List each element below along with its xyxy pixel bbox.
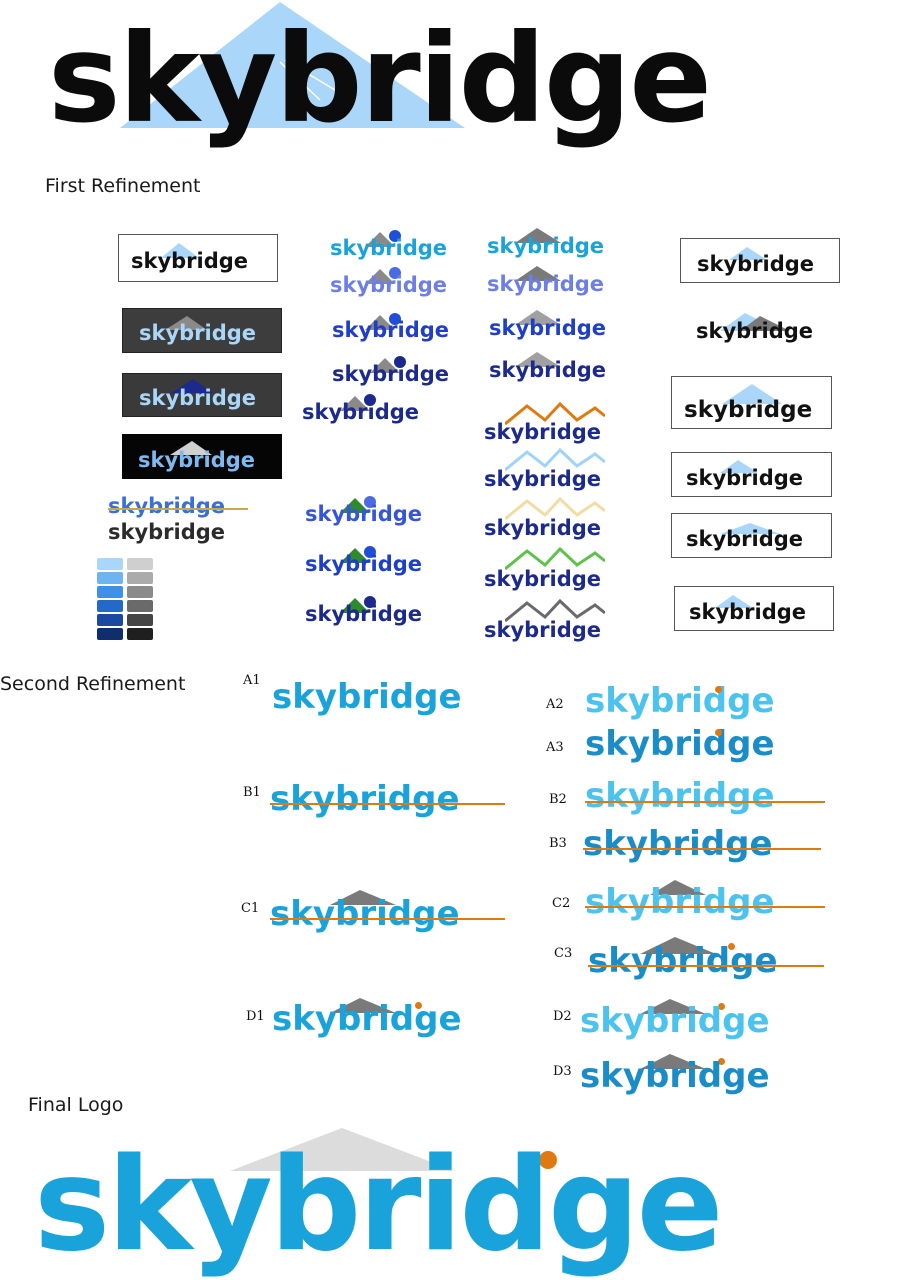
logo-variant-col3-grey: skybridge — [484, 620, 601, 641]
logo-variant-col4-plain: skybridge — [696, 321, 813, 342]
logo-variant-col3-green: skybridge — [484, 569, 601, 590]
logo-variant-col2-3: skybridge — [332, 320, 449, 341]
variant-label-c3: C3 — [554, 946, 572, 961]
orange-dot — [715, 686, 722, 693]
orange-bridge-line — [588, 965, 824, 967]
logo-variant-col4-box-1: skybridge — [680, 238, 840, 283]
logo-variant-col4-box-3: skybridge — [671, 452, 832, 497]
logo-variant-text: skybridge — [686, 468, 803, 489]
logo-variant-black: skybridge — [122, 434, 282, 479]
variant-c1-logo: skybridge — [270, 897, 460, 931]
logo-variant-split-2: skybridge — [108, 522, 225, 543]
variant-label-d2: D2 — [553, 1009, 572, 1024]
orange-bridge-line — [583, 848, 821, 850]
logo-variant-col2-4: skybridge — [332, 364, 449, 385]
variant-label-b3: B3 — [549, 836, 567, 851]
logo-variant-col2-2: skybridge — [330, 275, 447, 296]
variant-label-a1: A1 — [243, 673, 261, 688]
logo-variant-col4-box-2: skybridge — [671, 376, 832, 429]
logo-variant-col2-1: skybridge — [330, 238, 447, 259]
logo-variant-col4-box-5: skybridge — [674, 586, 834, 631]
logo-variant-text: skybridge — [131, 251, 248, 272]
logo-variant-text: skybridge — [686, 529, 803, 550]
variant-b2-logo: skybridge — [585, 779, 775, 813]
logo-variant-boxed: skybridge — [118, 234, 278, 282]
logo-variant-col4-box-4: skybridge — [671, 513, 832, 558]
final-logo-heading: Final Logo — [28, 1094, 123, 1116]
logo-variant-dark-1: skybridge — [122, 308, 282, 353]
logo-variant-dark-2: skybridge — [122, 373, 282, 417]
logo-variant-col3-cream: skybridge — [484, 518, 601, 539]
logo-variant-text: skybridge — [689, 602, 806, 623]
orange-bridge-line — [585, 801, 825, 803]
logo-variant-col2-green-3: skybridge — [305, 604, 422, 625]
variant-d3-logo: skybridge — [580, 1059, 770, 1093]
logo-variant-col3-3: skybridge — [489, 318, 606, 339]
logo-variant-col2-5: skybridge — [302, 402, 419, 423]
logo-variant-text: skybridge — [138, 450, 255, 471]
variant-d2-logo: skybridge — [580, 1004, 770, 1038]
variant-c2-logo: skybridge — [585, 885, 775, 919]
logo-variant-col2-green-2: skybridge — [305, 554, 422, 575]
first-refinement-heading: First Refinement — [45, 175, 200, 197]
variant-label-c2: C2 — [552, 896, 570, 911]
variant-b3-logo: skybridge — [583, 827, 773, 861]
logo-variant-text: skybridge — [684, 399, 812, 422]
variant-label-a3: A3 — [546, 740, 564, 755]
orange-bridge-line — [585, 906, 825, 908]
variant-a3-logo: skybridge — [585, 727, 775, 761]
logo-variant-col2-green-1: skybridge — [305, 504, 422, 525]
logo-variant-split-1: skybridge — [108, 496, 225, 517]
logo-variant-text: skybridge — [697, 254, 814, 275]
final-logo-wordmark: skybridge — [34, 1142, 720, 1270]
variant-a1-logo: skybridge — [272, 680, 462, 714]
orange-bridge-line — [270, 918, 505, 920]
variant-b1-logo: skybridge — [270, 782, 460, 816]
variant-d1-logo: skybridge — [272, 1002, 462, 1036]
variant-label-d1: D1 — [246, 1009, 265, 1024]
variant-label-d3: D3 — [553, 1064, 572, 1079]
variant-label-b2: B2 — [549, 792, 567, 807]
logo-variant-col3-lightblue: skybridge — [484, 469, 601, 490]
logo-variant-col3-1: skybridge — [487, 236, 604, 257]
logo-variant-col3-2: skybridge — [487, 274, 604, 295]
logo-variant-col3-orange: skybridge — [484, 422, 601, 443]
variant-label-c1: C1 — [241, 901, 259, 916]
variant-c3-logo: skybridge — [588, 944, 778, 978]
logo-variant-text: skybridge — [139, 323, 256, 344]
variant-label-b1: B1 — [243, 785, 261, 800]
variant-label-a2: A2 — [546, 697, 564, 712]
orange-bridge-line — [270, 803, 505, 805]
logo-variant-text: skybridge — [139, 388, 256, 409]
logo-variant-col3-4: skybridge — [489, 360, 606, 381]
variant-a2-logo: skybridge — [585, 684, 775, 718]
second-refinement-heading: Second Refinement — [0, 673, 185, 695]
top-logo-wordmark: skybridge — [48, 18, 710, 140]
orange-dot — [715, 729, 722, 736]
